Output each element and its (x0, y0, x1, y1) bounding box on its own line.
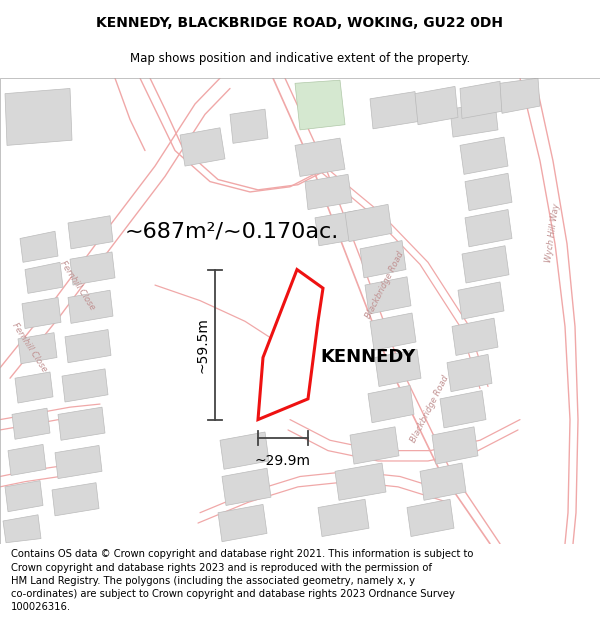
Polygon shape (315, 211, 361, 246)
Polygon shape (360, 241, 406, 278)
Polygon shape (452, 318, 498, 356)
Polygon shape (15, 372, 53, 403)
Polygon shape (5, 481, 43, 512)
Polygon shape (432, 427, 478, 464)
Polygon shape (500, 78, 540, 113)
Polygon shape (5, 89, 72, 146)
Polygon shape (68, 216, 113, 249)
Text: KENNEDY: KENNEDY (320, 349, 415, 366)
Polygon shape (222, 468, 271, 506)
Text: ~29.9m: ~29.9m (255, 454, 311, 468)
Polygon shape (62, 369, 108, 402)
Text: Blackbridge Road: Blackbridge Road (409, 374, 451, 444)
Text: ~59.5m: ~59.5m (195, 317, 209, 372)
Polygon shape (58, 407, 105, 440)
Polygon shape (407, 499, 454, 536)
Polygon shape (180, 127, 225, 166)
Polygon shape (20, 231, 58, 262)
Polygon shape (370, 92, 418, 129)
Polygon shape (370, 313, 416, 350)
Text: ~687m²/~0.170ac.: ~687m²/~0.170ac. (125, 221, 339, 241)
Polygon shape (458, 282, 504, 319)
Text: Wych Hill Way: Wych Hill Way (544, 203, 562, 264)
Polygon shape (350, 427, 399, 464)
Polygon shape (415, 86, 458, 125)
Polygon shape (52, 482, 99, 516)
Polygon shape (305, 174, 352, 209)
Polygon shape (12, 408, 50, 439)
Polygon shape (70, 252, 115, 285)
Text: Blackbridge Road: Blackbridge Road (364, 250, 406, 320)
Polygon shape (335, 463, 386, 500)
Polygon shape (3, 515, 41, 542)
Polygon shape (460, 81, 502, 119)
Text: KENNEDY, BLACKBRIDGE ROAD, WOKING, GU22 0DH: KENNEDY, BLACKBRIDGE ROAD, WOKING, GU22 … (97, 16, 503, 31)
Polygon shape (460, 137, 508, 174)
Polygon shape (465, 173, 512, 211)
Polygon shape (220, 432, 269, 469)
Polygon shape (65, 329, 111, 362)
Polygon shape (218, 504, 267, 542)
Text: Fernhill Close: Fernhill Close (11, 321, 49, 373)
Polygon shape (345, 204, 392, 242)
Polygon shape (440, 391, 486, 428)
Polygon shape (55, 446, 102, 479)
Polygon shape (462, 246, 509, 283)
Polygon shape (450, 102, 498, 137)
Polygon shape (375, 349, 421, 386)
Text: Fernhill Close: Fernhill Close (59, 259, 97, 311)
Text: Contains OS data © Crown copyright and database right 2021. This information is : Contains OS data © Crown copyright and d… (11, 549, 473, 612)
Polygon shape (22, 298, 61, 329)
Polygon shape (420, 463, 466, 500)
Polygon shape (295, 138, 345, 176)
Polygon shape (465, 209, 512, 247)
Polygon shape (365, 277, 411, 314)
Polygon shape (368, 386, 414, 423)
Polygon shape (447, 354, 492, 392)
Polygon shape (318, 499, 369, 536)
Polygon shape (230, 109, 268, 143)
Polygon shape (18, 332, 57, 364)
Polygon shape (258, 269, 323, 419)
Text: Map shows position and indicative extent of the property.: Map shows position and indicative extent… (130, 52, 470, 65)
Polygon shape (295, 80, 345, 130)
Polygon shape (68, 290, 113, 323)
Polygon shape (8, 444, 46, 476)
Polygon shape (25, 262, 63, 293)
